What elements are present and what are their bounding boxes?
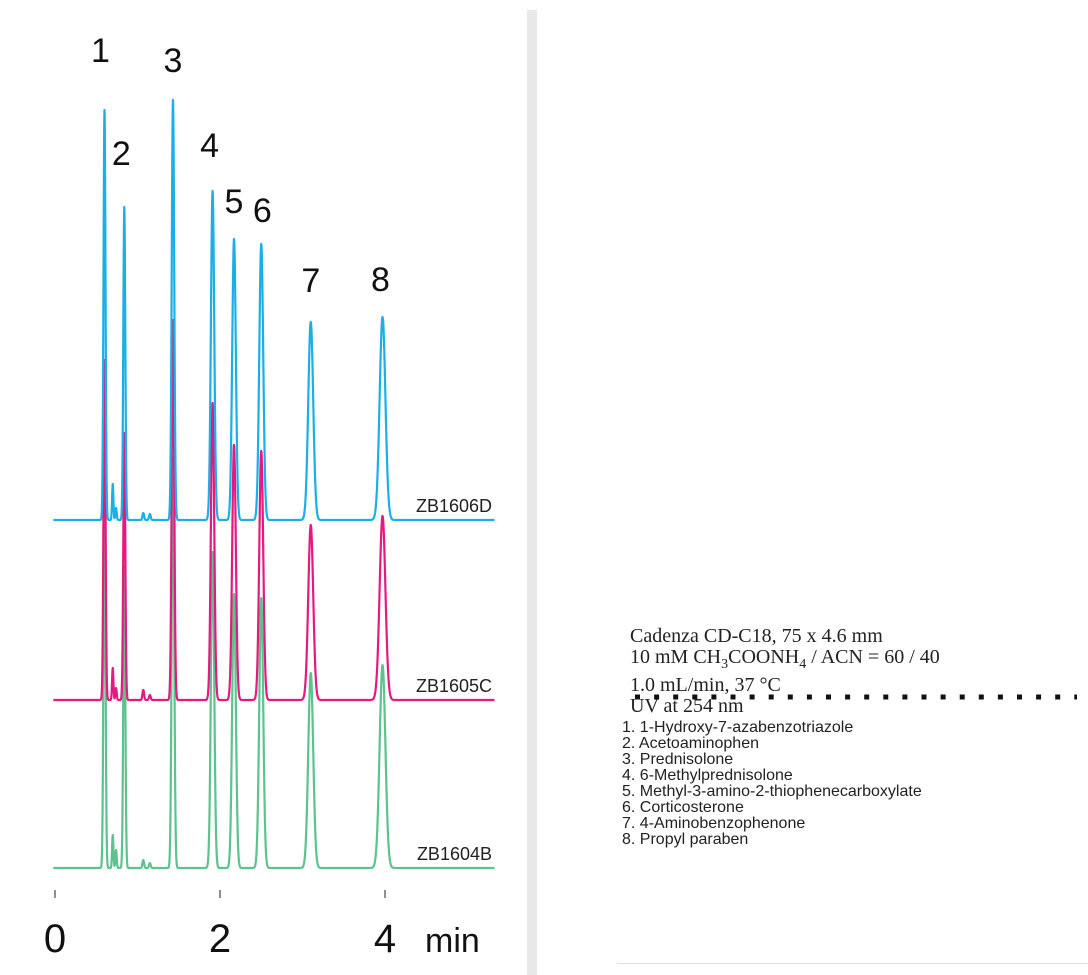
- flow-temperature: 1.0 mL/min, 37 °C: [630, 674, 781, 696]
- trace-label-ZB1606D: ZB1606D: [416, 496, 492, 516]
- peak-label-7: 7: [301, 262, 320, 300]
- compound-item: 5. Methyl-3-amino-2-thiophenecarboxylate: [622, 783, 922, 800]
- peak-label-4: 4: [200, 127, 219, 165]
- trace-ZB1606D: [52, 98, 496, 522]
- peak-label-5: 5: [225, 183, 244, 221]
- compound-item: 4. 6-Methylprednisolone: [622, 767, 793, 784]
- mobile-phase: 10 mM CH3COONH4 / ACN = 60 / 40: [630, 646, 940, 673]
- compound-item: 3. Prednisolone: [622, 751, 734, 768]
- compound-item: 2. Acetoaminophen: [622, 735, 759, 752]
- x-tick-label-0: 0: [44, 917, 66, 961]
- chromatogram-traces: [52, 98, 496, 870]
- trace-ZB1605C: [52, 318, 496, 702]
- dotted-separator: [635, 694, 1077, 700]
- bottom-rule: [617, 963, 1088, 964]
- x-axis: 0 2 4 min: [44, 890, 480, 961]
- detection: UV at 254 nm: [630, 695, 744, 717]
- method-conditions: Cadenza CD-C18, 75 x 4.6 mm 10 mM CH3COO…: [630, 626, 940, 717]
- trace-label-ZB1605C: ZB1605C: [416, 676, 492, 696]
- trace-ZB1604B: [52, 456, 496, 870]
- panel-divider: [527, 10, 537, 975]
- column-info: Cadenza CD-C18, 75 x 4.6 mm: [630, 625, 883, 647]
- compound-item: 1. 1-Hydroxy-7-azabenzotriazole: [622, 719, 854, 736]
- peak-label-1: 1: [91, 32, 110, 70]
- x-tick-label-2: 2: [209, 917, 231, 961]
- peak-labels: 1 2 3 45 67 8: [91, 32, 390, 300]
- trace-labels: ZB1606D ZB1605C ZB1604B: [416, 496, 492, 864]
- compound-item: 7. 4-Aminobenzophenone: [622, 815, 806, 832]
- peak-label-3: 3: [164, 42, 183, 80]
- trace-label-ZB1604B: ZB1604B: [417, 844, 492, 864]
- compound-item: 8. Propyl paraben: [622, 831, 749, 848]
- peak-label-2: 2: [112, 135, 131, 173]
- peak-label-8: 8: [371, 261, 390, 299]
- compound-item: 6. Corticosterone: [622, 799, 744, 816]
- x-tick-label-4: 4: [374, 917, 396, 961]
- x-axis-unit: min: [425, 922, 480, 960]
- compound-list: 1. 1-Hydroxy-7-azabenzotriazole 2. Aceto…: [622, 720, 922, 848]
- peak-label-6: 6: [253, 192, 272, 230]
